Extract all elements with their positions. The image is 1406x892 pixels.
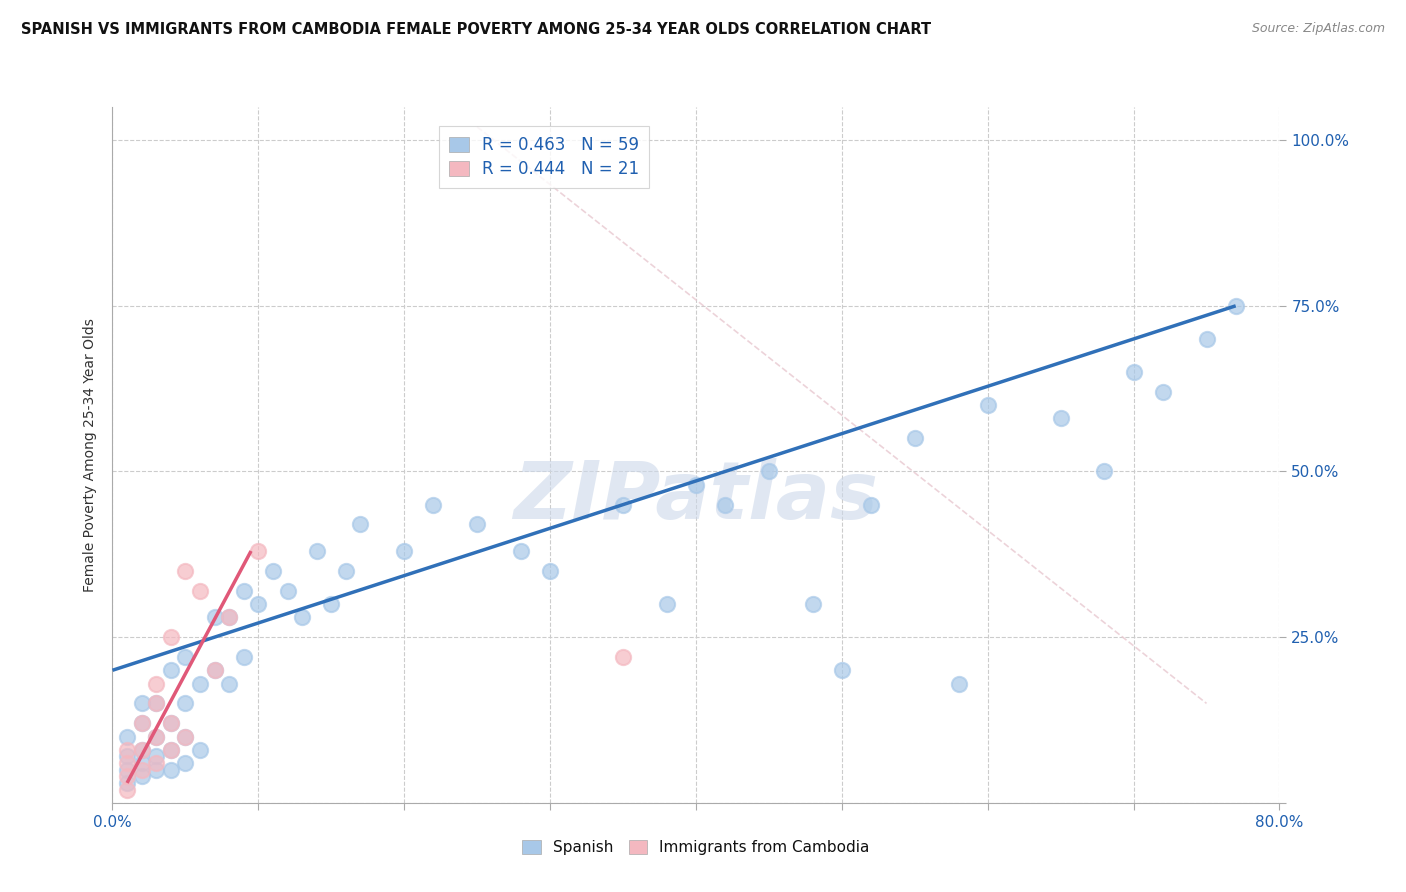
Point xyxy=(188,743,211,757)
Point xyxy=(349,517,371,532)
Point xyxy=(218,676,240,690)
Point xyxy=(145,763,167,777)
Point xyxy=(131,763,153,777)
Point xyxy=(145,697,167,711)
Point xyxy=(247,544,270,558)
Point xyxy=(115,782,138,797)
Point xyxy=(174,756,197,770)
Point xyxy=(160,630,183,644)
Point xyxy=(1094,465,1116,479)
Point xyxy=(509,544,531,558)
Point xyxy=(188,583,211,598)
Point xyxy=(115,756,138,770)
Point xyxy=(115,763,138,777)
Point xyxy=(115,743,138,757)
Text: SPANISH VS IMMIGRANTS FROM CAMBODIA FEMALE POVERTY AMONG 25-34 YEAR OLDS CORRELA: SPANISH VS IMMIGRANTS FROM CAMBODIA FEMA… xyxy=(21,22,931,37)
Point xyxy=(831,663,853,677)
Point xyxy=(131,716,153,731)
Point xyxy=(131,769,153,783)
Point xyxy=(160,743,183,757)
Point xyxy=(291,610,314,624)
Point xyxy=(904,431,927,445)
Text: ZIPatlas: ZIPatlas xyxy=(513,458,879,536)
Point xyxy=(145,697,167,711)
Point xyxy=(948,676,970,690)
Point xyxy=(131,743,153,757)
Point xyxy=(685,477,707,491)
Point xyxy=(612,498,634,512)
Point xyxy=(174,730,197,744)
Point xyxy=(1049,411,1071,425)
Point xyxy=(714,498,737,512)
Point xyxy=(422,498,444,512)
Point xyxy=(131,697,153,711)
Point xyxy=(655,597,678,611)
Y-axis label: Female Poverty Among 25-34 Year Olds: Female Poverty Among 25-34 Year Olds xyxy=(83,318,97,592)
Point xyxy=(247,597,270,611)
Point xyxy=(160,763,183,777)
Point xyxy=(758,465,780,479)
Point xyxy=(145,730,167,744)
Point xyxy=(204,610,226,624)
Point xyxy=(131,756,153,770)
Point xyxy=(160,743,183,757)
Point xyxy=(174,564,197,578)
Point xyxy=(131,716,153,731)
Point xyxy=(612,650,634,665)
Point xyxy=(538,564,561,578)
Point xyxy=(394,544,416,558)
Point xyxy=(976,398,998,412)
Point xyxy=(174,697,197,711)
Point xyxy=(335,564,357,578)
Point xyxy=(276,583,298,598)
Point xyxy=(145,749,167,764)
Point xyxy=(115,776,138,790)
Point xyxy=(160,716,183,731)
Point xyxy=(174,730,197,744)
Text: Source: ZipAtlas.com: Source: ZipAtlas.com xyxy=(1251,22,1385,36)
Point xyxy=(204,663,226,677)
Point xyxy=(188,676,211,690)
Legend: Spanish, Immigrants from Cambodia: Spanish, Immigrants from Cambodia xyxy=(516,834,876,862)
Point xyxy=(115,769,138,783)
Point xyxy=(204,663,226,677)
Point xyxy=(145,676,167,690)
Point xyxy=(305,544,328,558)
Point xyxy=(465,517,488,532)
Point xyxy=(174,650,197,665)
Point xyxy=(160,663,183,677)
Point xyxy=(115,730,138,744)
Point xyxy=(1122,365,1144,379)
Point xyxy=(262,564,284,578)
Point xyxy=(232,583,254,598)
Point xyxy=(860,498,883,512)
Point xyxy=(145,730,167,744)
Point xyxy=(321,597,343,611)
Point xyxy=(218,610,240,624)
Point xyxy=(145,756,167,770)
Point xyxy=(1152,384,1174,399)
Point xyxy=(1195,332,1218,346)
Point xyxy=(1225,299,1247,313)
Point xyxy=(232,650,254,665)
Point xyxy=(801,597,824,611)
Point xyxy=(131,743,153,757)
Point xyxy=(218,610,240,624)
Point xyxy=(115,749,138,764)
Point xyxy=(160,716,183,731)
